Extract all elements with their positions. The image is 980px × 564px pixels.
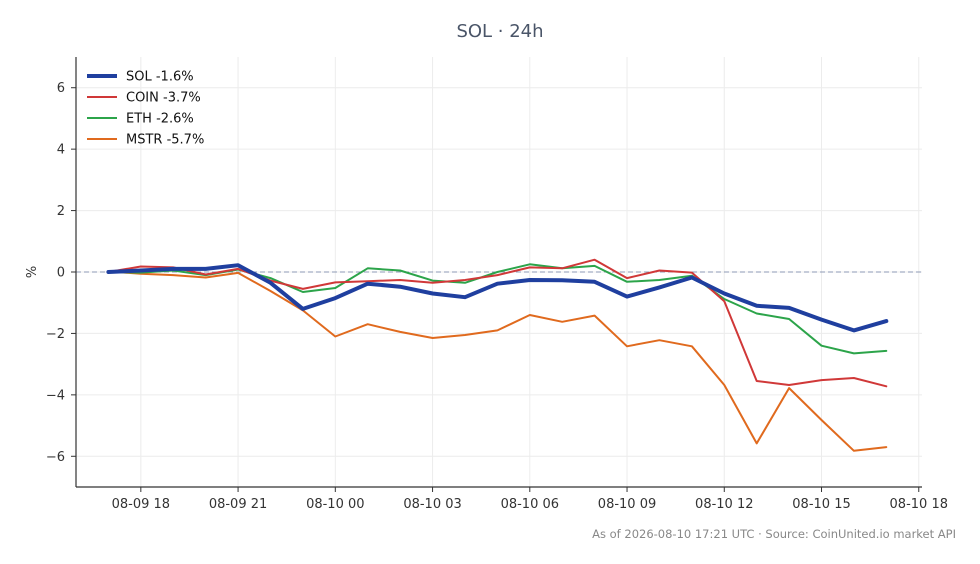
series-line-coin — [107, 258, 888, 388]
series-line-eth — [107, 263, 888, 355]
chart-title: SOL · 24h — [456, 21, 543, 42]
y-tick-label: 4 — [57, 143, 65, 158]
series-line-sol — [106, 263, 889, 333]
legend: SOL -1.6% COIN -3.7% ETH -2.6% MSTR -5.7% — [87, 70, 204, 148]
series-line-mstr — [107, 270, 888, 452]
x-tick-label: 08-10 18 — [890, 497, 948, 512]
y-axis-label: % — [25, 266, 40, 278]
y-tick-label: 2 — [57, 204, 65, 219]
x-tick-label: 08-10 12 — [695, 497, 753, 512]
legend-label-mstr: MSTR -5.7% — [126, 133, 204, 148]
legend-label-coin: COIN -3.7% — [126, 91, 201, 106]
legend-label-sol: SOL -1.6% — [126, 70, 194, 85]
footer-source: As of 2026-08-10 17:21 UTC · Source: Coi… — [592, 527, 956, 541]
x-tick-label: 08-10 15 — [792, 497, 850, 512]
y-tick-label: −2 — [46, 327, 65, 342]
x-tick-label: 08-09 21 — [209, 497, 267, 512]
legend-label-eth: ETH -2.6% — [126, 112, 194, 127]
x-tick-label: 08-10 03 — [403, 497, 461, 512]
y-tick-label: 0 — [57, 266, 65, 281]
x-tick-label: 08-10 09 — [598, 497, 656, 512]
y-tick-label: 6 — [57, 81, 65, 96]
x-tick-label: 08-10 00 — [306, 497, 364, 512]
x-axis-ticks: 08-09 18 08-09 21 08-10 00 08-10 03 08-10 06… — [112, 487, 948, 512]
series-layer — [106, 258, 889, 452]
x-tick-label: 08-10 06 — [501, 497, 559, 512]
x-tick-label: 08-09 18 — [112, 497, 170, 512]
y-tick-label: −6 — [46, 450, 65, 465]
y-tick-label: −4 — [46, 388, 65, 403]
y-axis-ticks: −6 −4 −2 0 2 4 6 — [46, 81, 76, 465]
